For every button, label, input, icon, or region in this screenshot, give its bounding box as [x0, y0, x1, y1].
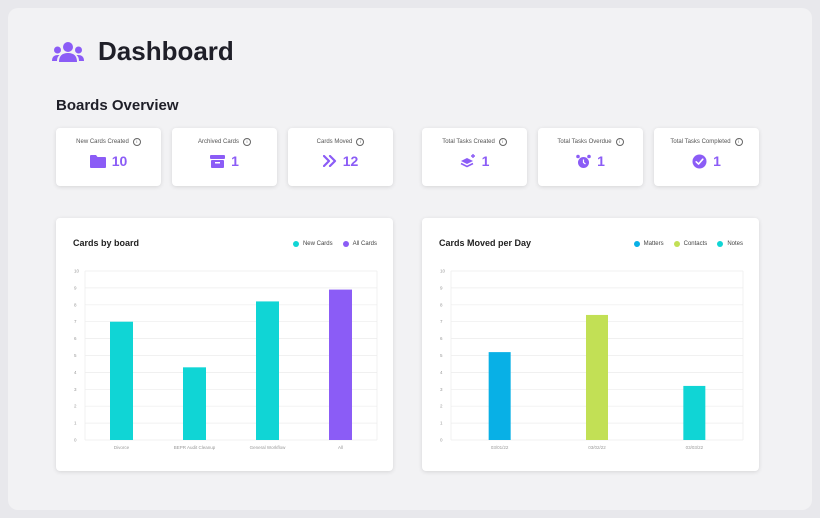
bar-chart: 0 1 2 3 4 5 6 7 8 9 10 03/01/22 03/02/22 03/03/22	[440, 269, 744, 450]
y-tick-label: 7	[440, 319, 443, 324]
stat-card-total-tasks-created: Total Tasks Created i 1	[422, 128, 527, 186]
check-circle-icon	[692, 154, 707, 168]
stat-card-cards-moved: Cards Moved i 12	[288, 128, 393, 186]
info-icon[interactable]: i	[132, 138, 141, 146]
y-tick-label: 2	[440, 404, 443, 409]
y-tick-label: 5	[440, 353, 443, 358]
legend-item[interactable]: Notes	[717, 241, 743, 247]
bar[interactable]	[488, 352, 511, 440]
y-tick-label: 3	[440, 387, 443, 392]
x-tick-label: 03/03/22	[686, 445, 704, 450]
stat-label: Total Tasks Created	[442, 139, 495, 145]
y-tick-label: 10	[440, 269, 446, 274]
y-tick-label: 9	[74, 285, 77, 290]
chart-legend: New Cards All Cards	[292, 241, 377, 247]
users-icon	[52, 41, 84, 62]
bar[interactable]	[683, 385, 706, 440]
chart-card-cards-moved-per-day: Cards Moved per Day Matters Contacts Not…	[422, 218, 759, 471]
info-icon[interactable]: i	[734, 138, 743, 146]
stat-value: 1	[713, 153, 721, 169]
y-tick-label: 0	[74, 438, 77, 443]
chart-card-cards-by-board: Cards by board New Cards All Cards 0 1 2 3 4…	[56, 218, 393, 471]
bar-chart: 0 1 2 3 4 5 6 7 8 9 10 Divorce BEPR Audit Cleanup Gen…	[74, 269, 378, 450]
info-icon[interactable]: i	[356, 138, 365, 146]
y-tick-label: 5	[74, 353, 77, 358]
page-header: Dashboard	[52, 36, 234, 67]
bar[interactable]	[183, 367, 206, 440]
chart-title: Cards by board	[73, 238, 140, 248]
bar[interactable]	[586, 314, 608, 440]
y-tick-label: 3	[74, 387, 77, 392]
legend-dot	[633, 241, 640, 247]
chart-legend: Matters Contacts Notes	[633, 241, 743, 247]
chart-title: Cards Moved per Day	[439, 238, 532, 248]
y-tick-label: 8	[74, 302, 77, 307]
section-title: Boards Overview	[56, 97, 179, 114]
y-tick-label: 8	[440, 302, 443, 307]
stat-card-new-cards: New Cards Created i 10	[56, 128, 161, 186]
y-tick-label: 2	[74, 404, 77, 409]
legend-label: Notes	[727, 241, 743, 247]
y-tick-label: 9	[440, 285, 443, 290]
x-tick-label: General Workflow	[250, 445, 286, 450]
x-tick-label: All	[338, 445, 343, 450]
archive-icon	[210, 154, 226, 168]
stat-value: 1	[597, 153, 605, 169]
legend-label: Contacts	[683, 241, 708, 247]
stat-label: Archived Cards	[197, 139, 239, 145]
stat-label: Total Tasks Overdue	[557, 139, 612, 145]
info-icon[interactable]: i	[615, 138, 624, 146]
stat-card-total-tasks-completed: Total Tasks Completed i 1	[654, 128, 759, 186]
x-tick-label: 03/01/22	[491, 445, 509, 450]
y-tick-label: 6	[440, 336, 443, 341]
stat-value: 1	[231, 153, 239, 169]
stat-card-archived-cards: Archived Cards i 1	[172, 128, 277, 186]
legend-label: Matters	[643, 241, 664, 247]
stat-value: 1	[481, 153, 490, 169]
legend-dot	[342, 241, 349, 247]
y-tick-label: 4	[440, 370, 443, 375]
bar[interactable]	[329, 289, 352, 440]
legend-dot	[292, 241, 299, 247]
info-icon[interactable]: i	[243, 138, 251, 146]
legend-label: All Cards	[352, 241, 377, 247]
legend-item[interactable]: Contacts	[673, 241, 708, 247]
y-tick-label: 0	[440, 438, 443, 443]
x-tick-label: Divorce	[114, 445, 130, 450]
stat-label: Total Tasks Completed	[670, 139, 731, 145]
bar[interactable]	[110, 321, 133, 440]
alarm-clock-icon	[576, 154, 591, 168]
x-tick-label: 03/02/22	[588, 445, 606, 450]
stat-value: 12	[342, 153, 359, 169]
stat-value: 10	[111, 153, 128, 169]
layers-plus-icon	[460, 154, 475, 168]
y-tick-label: 7	[74, 319, 77, 324]
y-tick-label: 1	[440, 421, 443, 426]
stat-label: Cards Moved	[316, 139, 353, 145]
legend-dot	[673, 241, 680, 247]
y-tick-label: 1	[74, 421, 77, 426]
x-tick-label: BEPR Audit Cleanup	[174, 445, 216, 450]
legend-item[interactable]: Matters	[633, 241, 664, 247]
folder-icon	[89, 154, 106, 168]
legend-item[interactable]: New Cards	[292, 241, 333, 247]
double-chevron-right-icon	[322, 155, 336, 167]
stat-card-total-tasks-overdue: Total Tasks Overdue i 1	[538, 128, 643, 186]
stat-label: New Cards Created	[76, 139, 129, 145]
legend-label: New Cards	[302, 241, 333, 247]
legend-dot	[717, 241, 724, 247]
page-title: Dashboard	[98, 36, 234, 66]
y-tick-label: 10	[74, 269, 80, 274]
legend-item[interactable]: All Cards	[342, 241, 377, 247]
bar[interactable]	[256, 301, 279, 440]
y-tick-label: 6	[74, 336, 77, 341]
info-icon[interactable]: i	[498, 138, 507, 146]
y-tick-label: 4	[74, 370, 77, 375]
